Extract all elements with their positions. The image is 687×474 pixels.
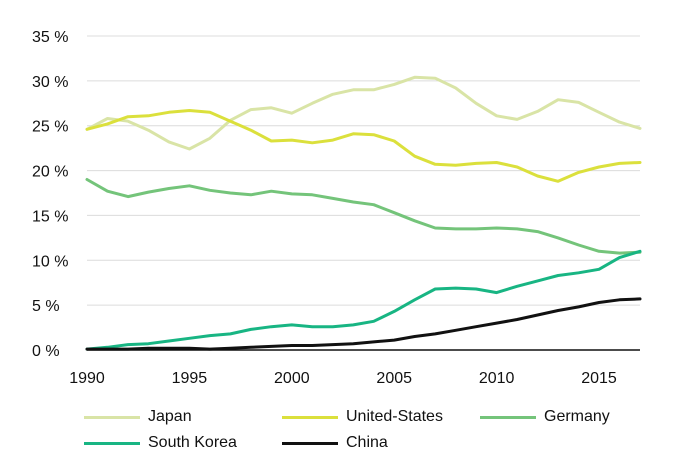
legend-item-united-states: United-States (282, 406, 443, 428)
x-tick-label: 1995 (172, 370, 208, 387)
y-tick-label: 20 % (32, 164, 68, 181)
legend: Japan United-States Germany South Korea … (84, 406, 644, 458)
legend-item-china: China (282, 432, 388, 454)
legend-swatch-south-korea (84, 441, 140, 445)
plot-area (85, 75, 642, 351)
y-tick-label: 30 % (32, 74, 68, 91)
legend-swatch-japan (84, 415, 140, 419)
legend-swatch-germany (480, 415, 536, 419)
legend-label-japan: Japan (148, 408, 192, 425)
series-line-south-korea (85, 249, 642, 351)
legend-item-japan: Japan (84, 406, 192, 428)
legend-swatch-united-states (282, 415, 338, 419)
x-tick-label: 2005 (376, 370, 412, 387)
legend-swatch-china (282, 441, 338, 445)
x-tick-label: 1990 (69, 370, 105, 387)
series-line-germany (85, 178, 642, 255)
series-line-china (85, 297, 642, 351)
series-line-japan (85, 75, 642, 151)
legend-label-china: China (346, 434, 388, 451)
legend-label-south-korea: South Korea (148, 434, 237, 451)
legend-item-south-korea: South Korea (84, 432, 237, 454)
legend-label-united-states: United-States (346, 408, 443, 425)
legend-label-germany: Germany (544, 408, 610, 425)
series-line-united-states (85, 109, 642, 183)
y-axis: 0 % 5 % 10 % 15 % 20 % 25 % 30 % 35 % (32, 29, 68, 360)
legend-item-germany: Germany (480, 406, 610, 428)
grid (87, 35, 640, 306)
x-axis: 1990 1995 2000 2005 2010 2015 (69, 370, 617, 387)
y-tick-label: 15 % (32, 208, 68, 225)
x-tick-label: 2010 (479, 370, 515, 387)
y-tick-label: 5 % (32, 298, 60, 315)
y-tick-label: 25 % (32, 119, 68, 136)
y-tick-label: 35 % (32, 29, 68, 46)
y-tick-label: 0 % (32, 343, 60, 360)
y-tick-label: 10 % (32, 253, 68, 270)
x-tick-label: 2000 (274, 370, 310, 387)
x-tick-label: 2015 (581, 370, 617, 387)
